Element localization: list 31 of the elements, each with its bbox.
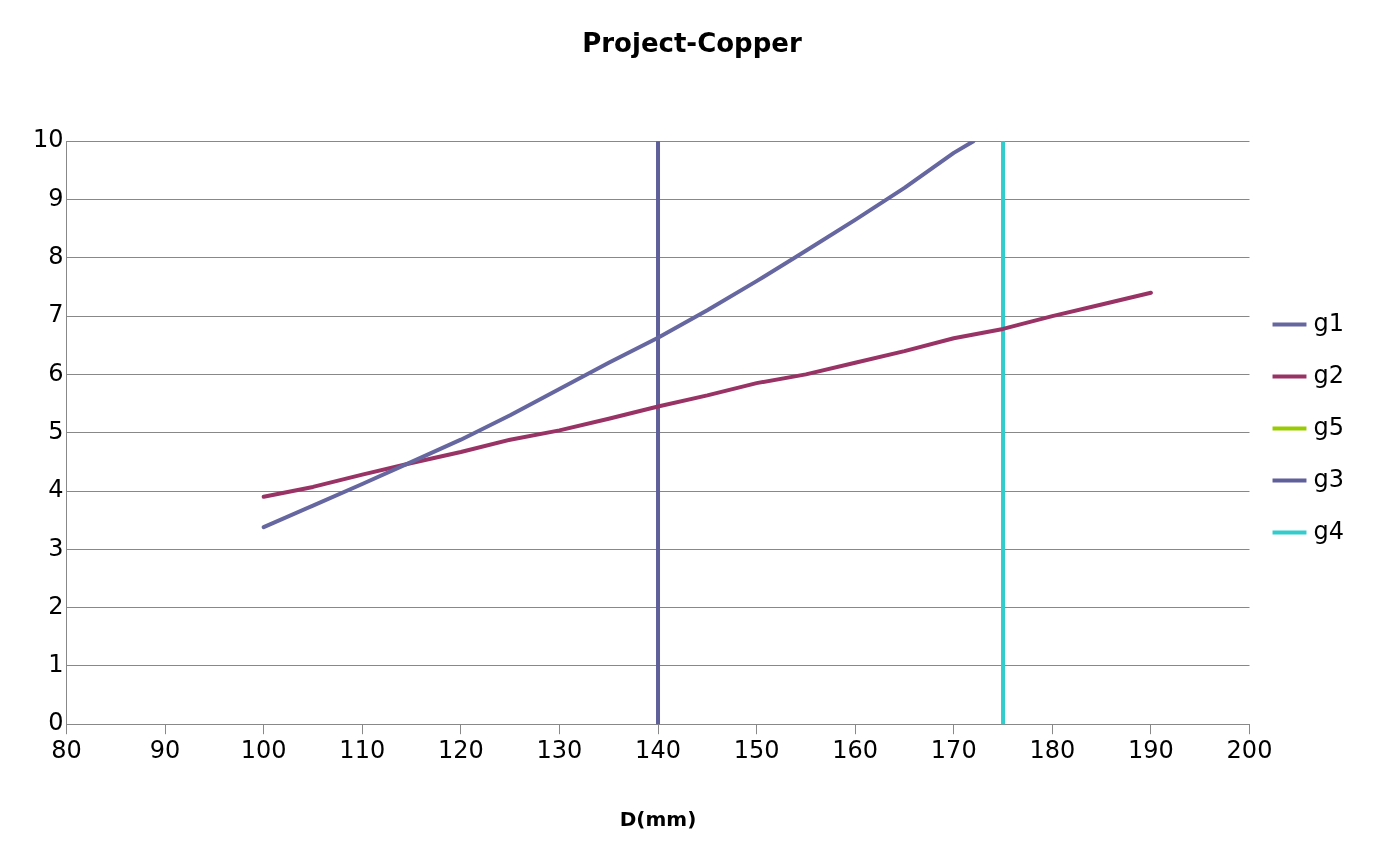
x-tick-label: 160 — [832, 735, 879, 764]
x-tick-label: 150 — [733, 735, 780, 764]
y-tick-label: 4 — [48, 475, 64, 504]
y-tick-label: 10 — [32, 125, 64, 154]
x-tick-label: 170 — [930, 735, 977, 764]
legend-label: g5 — [1313, 412, 1345, 441]
x-tick-label: 200 — [1226, 735, 1273, 764]
chart-title: Project-Copper — [582, 28, 802, 59]
y-tick-label: 9 — [48, 183, 64, 212]
x-tick-label: 100 — [240, 735, 287, 764]
x-tick-label: 180 — [1029, 735, 1076, 764]
x-axis-title: D(mm) — [619, 807, 697, 832]
y-tick-label: 6 — [48, 358, 64, 387]
x-tick-label: 90 — [149, 735, 181, 764]
x-tick-label: 120 — [437, 735, 484, 764]
x-tick-label: 80 — [51, 735, 82, 764]
x-tick-label: 110 — [339, 735, 386, 764]
y-tick-label: 8 — [48, 242, 64, 271]
y-tick-label: 5 — [48, 416, 64, 445]
y-tick-label: 7 — [48, 300, 64, 329]
y-tick-label: 2 — [48, 591, 64, 620]
y-tick-label: 3 — [48, 533, 64, 562]
x-tick-label: 140 — [635, 735, 681, 764]
y-tick-label: 0 — [48, 708, 64, 737]
legend-label: g3 — [1313, 464, 1345, 493]
legend-label: g1 — [1313, 308, 1345, 337]
x-tick-label: 190 — [1128, 735, 1174, 764]
legend-label: g2 — [1313, 360, 1345, 389]
x-tick-label: 130 — [536, 735, 583, 764]
legend-label: g4 — [1313, 516, 1345, 545]
y-tick-label: 1 — [48, 650, 64, 679]
